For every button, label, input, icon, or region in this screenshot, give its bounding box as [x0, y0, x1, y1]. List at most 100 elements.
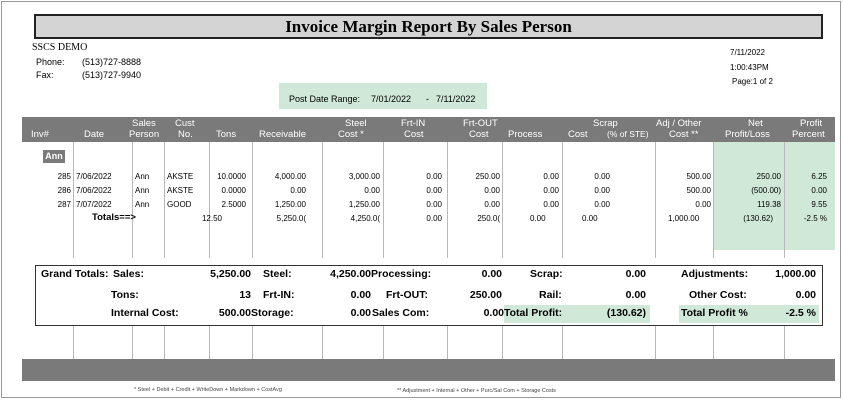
cell-tons: 2.5000: [221, 200, 246, 209]
col-scrap-bottom: (% of STE): [607, 129, 649, 139]
grand-sales: 5,250.00: [210, 268, 251, 280]
adj-footnote: ** Adjustment + Internal + Other + Purc/…: [397, 388, 556, 394]
grand-salescom-label: Sales Com:: [372, 307, 430, 319]
cell-cust: GOOD: [167, 200, 192, 209]
grand-other-label: Other Cost:: [689, 289, 747, 301]
page-number: Page:1 of 2: [732, 77, 773, 86]
cell-receivable: 4,000.00: [274, 172, 306, 181]
col-adj-top: Adj / Other: [656, 118, 702, 129]
cell-date: 7/07/2022: [76, 200, 112, 209]
grid-line: [447, 326, 448, 359]
col-net-top: Net: [748, 118, 763, 129]
totals-frtin: 0.00: [426, 214, 442, 223]
grid-line: [784, 326, 785, 359]
range-from: 7/01/2022: [371, 94, 412, 104]
col-cust-top: Cust: [175, 118, 195, 129]
cell-scrap: 0.00: [594, 186, 610, 195]
cell-tons: 0.0000: [221, 186, 246, 195]
grand-totals-panel: Grand Totals: Sales: 5,250.00 Steel: 4,2…: [35, 265, 823, 326]
footer-band: [22, 359, 835, 381]
grid-line: [132, 326, 133, 359]
salesperson-badge: Ann: [43, 150, 65, 163]
cell-net: 119.38: [757, 200, 781, 209]
cell-cust: AKSTE: [167, 172, 194, 181]
col-sales-top: Sales: [132, 118, 156, 129]
totals-process: 0.00: [530, 214, 546, 223]
totals-steel: 4,250.0(: [350, 214, 380, 223]
grid-line: [655, 142, 656, 258]
grid-line: [447, 142, 448, 258]
cell-tons: 10.0000: [217, 172, 246, 181]
total-profit-highlight: [504, 305, 650, 323]
cell-net: 250.00: [756, 172, 781, 181]
cell-frtout: 0.00: [484, 186, 500, 195]
cell-process: 0.00: [543, 172, 559, 181]
grid-line: [655, 326, 656, 359]
cell-adj: 500.00: [686, 172, 711, 181]
cell-frtin: 0.00: [426, 200, 442, 209]
totals-tons: 12.50: [201, 214, 222, 223]
cell-scrap: 0.00: [594, 172, 610, 181]
col-scrap-top: Scrap: [593, 118, 618, 129]
grid-line: [562, 142, 563, 258]
grid-line: [784, 142, 785, 258]
grid-line: [252, 142, 253, 258]
grid-line: [164, 142, 165, 258]
cell-person: Ann: [135, 200, 150, 209]
cell-date: 7/06/2022: [76, 172, 112, 181]
col-frtout-bottom: Cost: [469, 129, 489, 140]
grand-processing-label: Processing:: [371, 268, 432, 280]
grid-line: [322, 142, 323, 258]
cell-inv: 287: [57, 200, 71, 209]
grand-tons: 13: [239, 289, 251, 301]
cell-cust: AKSTE: [167, 186, 194, 195]
cell-frtin: 0.00: [426, 172, 442, 181]
grand-steel: 4,250.00: [330, 268, 371, 280]
grand-frtout: 250.00: [469, 289, 502, 301]
grid-line: [209, 326, 210, 359]
col-date: Date: [84, 129, 105, 140]
grand-steel-label: Steel:: [263, 268, 292, 280]
cell-pct: 9.55: [811, 200, 827, 209]
grid-line: [164, 326, 165, 359]
totals-label: Totals==>: [92, 212, 136, 223]
steel-footnote: * Steel + Debit + Credit + WriteDown + M…: [134, 387, 282, 393]
grid-line: [502, 326, 503, 359]
grand-tons-label: Tons:: [111, 289, 139, 301]
grand-other: 0.00: [795, 289, 816, 301]
totals-adj: 1,000.00: [668, 214, 700, 223]
col-receivable: Receivable: [259, 129, 306, 140]
totals-net: (130.62): [743, 214, 773, 223]
cell-scrap: 0.00: [594, 200, 610, 209]
profit-percent-highlight: [784, 142, 835, 250]
grid-line: [73, 326, 74, 359]
totals-pct: -2.5 %: [803, 214, 827, 223]
totals-receivable: 5,250.0(: [276, 214, 306, 223]
cell-date: 7/06/2022: [76, 186, 112, 195]
grid-line: [322, 326, 323, 359]
cell-process: 0.00: [543, 200, 559, 209]
post-date-range: Post Date Range: 7/01/2022 - 7/11/2022: [279, 83, 487, 109]
grand-storage: 0.00: [350, 307, 371, 319]
phone-label: Phone:: [36, 57, 65, 67]
range-separator: -: [426, 94, 429, 104]
col-pp-top: Profit: [800, 118, 823, 129]
grand-storage-label: Storage:: [251, 307, 294, 319]
grid-line: [713, 142, 714, 258]
column-header-band: Inv# Date Sales Person Cust No. Tons Rec…: [22, 117, 835, 142]
grand-scrap-label: Scrap:: [530, 268, 563, 280]
report-time: 1:00:43PM: [730, 63, 769, 72]
cell-receivable: 0.00: [290, 186, 306, 195]
col-cost: Cost: [568, 129, 588, 140]
grand-total-profit-label: Total Profit:: [504, 307, 563, 319]
grand-internal: 500.00: [218, 307, 251, 319]
cell-steel: 0.00: [364, 186, 380, 195]
cell-pct: 6.25: [811, 172, 827, 181]
grand-total-profit-pct: -2.5 %: [785, 307, 816, 319]
grand-scrap: 0.00: [625, 268, 646, 280]
grid-line: [209, 142, 210, 258]
report-date: 7/11/2022: [730, 48, 765, 57]
col-inv: Inv#: [31, 129, 49, 140]
grid-line: [383, 142, 384, 258]
cell-adj: 500.00: [686, 186, 711, 195]
